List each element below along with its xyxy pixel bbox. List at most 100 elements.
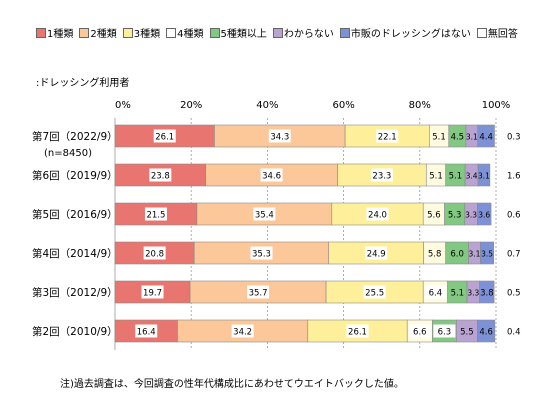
value-label: 3.8 xyxy=(480,289,494,299)
value-label-box xyxy=(253,207,276,221)
value-label: 5.1 xyxy=(449,172,463,182)
value-label-box xyxy=(260,168,283,182)
x-tick-label: 60% xyxy=(332,100,354,111)
value-label: 35.7 xyxy=(249,289,268,299)
value-label-box xyxy=(346,324,369,338)
sample-size-label: (n=8450) xyxy=(44,148,92,159)
category-label: 第2回（2010/9） xyxy=(32,325,118,338)
value-label: 23.3 xyxy=(372,172,391,182)
value-label: 23.8 xyxy=(151,172,170,182)
legend-label: 3種類 xyxy=(133,29,161,40)
value-label: 34.2 xyxy=(233,328,252,338)
legend-label: わからない xyxy=(283,29,334,40)
value-label-box xyxy=(149,168,172,182)
legend-swatch xyxy=(79,28,90,38)
value-label: 6.6 xyxy=(413,328,427,338)
value-label: 0.5 xyxy=(507,289,521,299)
value-label-box xyxy=(153,129,176,143)
value-label: 3.1 xyxy=(478,172,490,181)
value-label: 5.1 xyxy=(429,172,443,182)
value-label-box xyxy=(143,246,166,260)
value-label: 6.0 xyxy=(450,250,464,260)
value-label: 34.3 xyxy=(270,133,289,143)
value-label: 0.6 xyxy=(507,211,521,221)
value-label: 0.4 xyxy=(507,328,521,338)
category-label: 第4回（2014/9） xyxy=(32,247,118,260)
value-label: 21.5 xyxy=(146,211,165,221)
legend-label: 1種類 xyxy=(47,29,74,40)
value-label-box xyxy=(376,129,399,143)
value-label-box xyxy=(247,285,270,299)
chart-subtitle: :ドレッシング利用者 xyxy=(36,78,130,89)
value-label: 3.5 xyxy=(481,250,493,259)
value-label: 6.3 xyxy=(438,328,452,338)
value-label: 5.1 xyxy=(432,133,446,143)
legend-swatch xyxy=(476,28,487,38)
legend-label: 市販のドレッシングはない xyxy=(350,29,471,40)
bar-segment xyxy=(477,319,496,343)
legend-item: 無回答 xyxy=(476,25,518,40)
value-label-box xyxy=(231,324,254,338)
value-label: 22.1 xyxy=(378,133,397,143)
value-label: 35.3 xyxy=(252,250,271,260)
legend-swatch xyxy=(122,28,133,38)
legend-swatch xyxy=(339,28,350,38)
value-label: 5.3 xyxy=(448,211,462,221)
value-label: 4.4 xyxy=(479,133,493,143)
value-label-box xyxy=(370,168,393,182)
value-label: 5.8 xyxy=(428,250,442,260)
legend-swatch xyxy=(209,28,220,38)
bar-segment xyxy=(480,241,495,265)
legend-item: 4種類 xyxy=(166,25,204,40)
value-label-box xyxy=(366,207,389,221)
legend-item: 2種類 xyxy=(79,25,117,40)
value-label: 6.4 xyxy=(429,289,443,299)
legend-swatch xyxy=(36,28,46,38)
value-label: 5.1 xyxy=(451,289,465,299)
x-tick-label: 80% xyxy=(409,100,431,111)
legend-label: 4種類 xyxy=(177,29,204,40)
value-label: 26.1 xyxy=(155,133,174,143)
value-label: 4.5 xyxy=(451,133,465,143)
value-label: 1.6 xyxy=(507,172,521,182)
value-label: 16.4 xyxy=(137,328,156,338)
value-label-box xyxy=(144,207,167,221)
value-label: 26.1 xyxy=(348,328,367,338)
value-label-box xyxy=(365,246,388,260)
x-tick-label: 20% xyxy=(180,100,202,111)
value-label: 3.1 xyxy=(469,250,481,259)
value-label: 3.1 xyxy=(466,133,478,142)
value-label: 25.5 xyxy=(365,289,384,299)
legend-swatch xyxy=(272,28,283,38)
legend: 1種類 2種類 3種類 4種類 5種類以上 わからない 市販のドレッシングはない 無回答 xyxy=(36,25,524,40)
legend-label: 5種類以上 xyxy=(220,29,267,40)
value-label: 34.6 xyxy=(262,172,281,182)
value-label-box xyxy=(424,285,447,299)
legend-item: 1種類 xyxy=(36,25,73,40)
legend-swatch xyxy=(166,28,177,38)
value-label: 0.3 xyxy=(507,133,521,143)
value-label: 3.3 xyxy=(467,289,479,298)
value-label-box xyxy=(268,129,291,143)
category-label: 第7回（2022/9） xyxy=(32,130,118,143)
value-label: 3.6 xyxy=(478,211,490,220)
value-label: 24.9 xyxy=(367,250,386,260)
legend-item: 市販のドレッシングはない xyxy=(339,25,471,40)
bar-segment xyxy=(477,202,492,226)
value-label: 3.3 xyxy=(465,211,477,220)
value-label-box xyxy=(135,324,158,338)
legend-item: 3種類 xyxy=(122,25,161,40)
value-label-box xyxy=(408,324,431,338)
legend-label: 無回答 xyxy=(487,29,518,40)
bar-segment xyxy=(479,280,495,304)
bar-segment xyxy=(477,124,495,148)
value-label: 24.0 xyxy=(368,211,387,221)
footnote: 注)過去調査は、今回調査の性年代構成比にあわせてウエイトバックした値。 xyxy=(60,379,404,390)
category-label: 第3回（2012/9） xyxy=(32,286,118,299)
value-label-box xyxy=(250,246,273,260)
category-label: 第6回（2019/9） xyxy=(32,169,118,182)
value-label: 5.5 xyxy=(460,328,474,338)
value-label: 0.7 xyxy=(507,250,521,260)
value-label: 35.4 xyxy=(255,211,274,221)
